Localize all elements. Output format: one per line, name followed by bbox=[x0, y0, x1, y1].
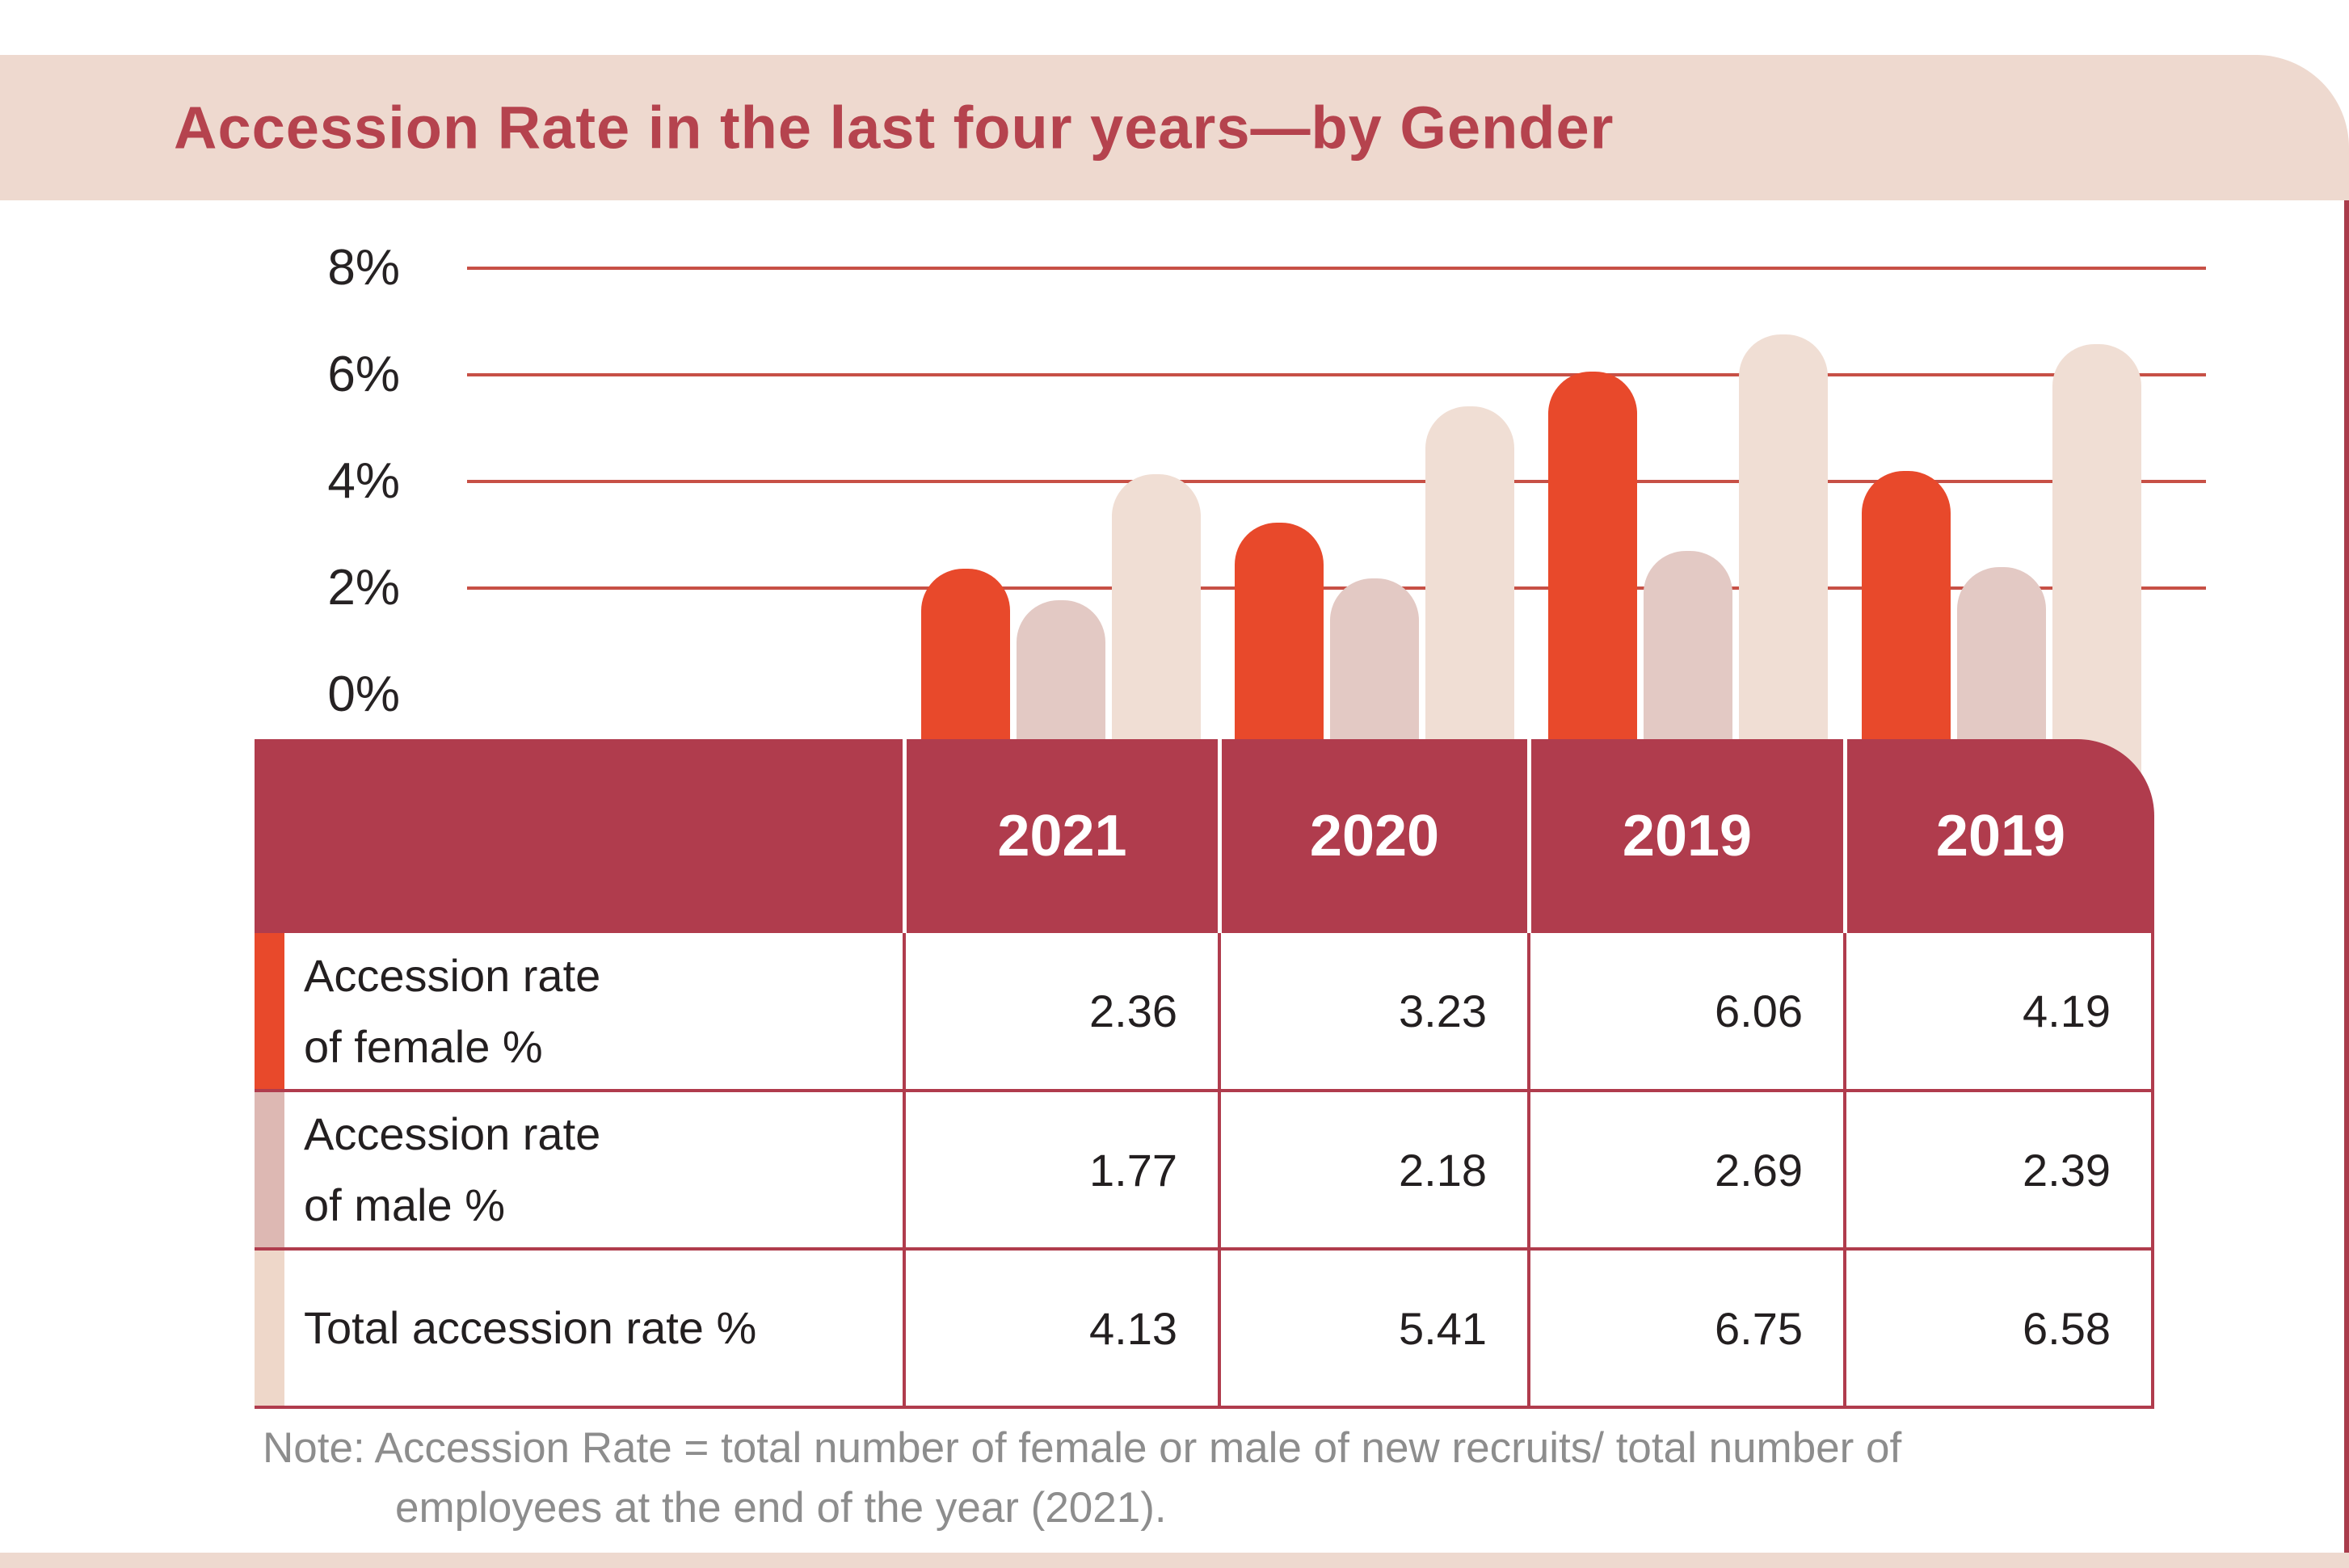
row-color-tab-total bbox=[255, 1251, 284, 1406]
table-header-2020: 2020 bbox=[1218, 739, 1527, 933]
row-label-female: Accession rate of female % bbox=[284, 933, 903, 1089]
cell-total-2020: 5.41 bbox=[1218, 1251, 1527, 1406]
y-axis-tick-4: 4% bbox=[327, 453, 400, 509]
y-axis-tick-0: 0% bbox=[327, 666, 400, 722]
title-band: Accession Rate in the last four years—by… bbox=[0, 55, 2349, 200]
cell-female-2019a: 6.06 bbox=[1527, 933, 1843, 1089]
bottom-band bbox=[0, 1553, 2349, 1568]
cell-total-2021: 4.13 bbox=[903, 1251, 1218, 1406]
table-header-2019a: 2019 bbox=[1527, 739, 1843, 933]
cell-male-2020: 2.18 bbox=[1218, 1092, 1527, 1247]
bar-chart bbox=[921, 334, 2141, 844]
row-color-tab-female bbox=[255, 933, 284, 1089]
data-table: 2021 2020 2019 2019 Accession rate of fe… bbox=[255, 739, 2154, 1409]
cell-male-2021: 1.77 bbox=[903, 1092, 1218, 1247]
y-axis-tick-6: 6% bbox=[327, 347, 400, 402]
row-label-total: Total accession rate % bbox=[284, 1251, 903, 1406]
footnote-line1: Note: Accession Rate = total number of f… bbox=[263, 1424, 1902, 1472]
cell-female-2020: 3.23 bbox=[1218, 933, 1527, 1089]
y-axis-tick-8: 8% bbox=[327, 240, 400, 296]
y-axis-tick-2: 2% bbox=[327, 560, 400, 616]
table-header-2019b: 2019 bbox=[1843, 739, 2154, 933]
cell-female-2021: 2.36 bbox=[903, 933, 1218, 1089]
gridline-2pct bbox=[467, 586, 2206, 590]
gridline-6pct bbox=[467, 373, 2206, 376]
cell-female-2019b: 4.19 bbox=[1843, 933, 2154, 1089]
table-row-female: Accession rate of female % 2.36 3.23 6.0… bbox=[255, 933, 2154, 1092]
row-label-line1: Accession rate bbox=[304, 1108, 601, 1159]
table-header-spacer bbox=[255, 739, 903, 933]
gridline-4pct bbox=[467, 480, 2206, 483]
table-row-total: Total accession rate % 4.13 5.41 6.75 6.… bbox=[255, 1251, 2154, 1409]
right-edge-trim bbox=[2344, 200, 2349, 1553]
table-body: Accession rate of female % 2.36 3.23 6.0… bbox=[255, 933, 2154, 1409]
cell-male-2019b: 2.39 bbox=[1843, 1092, 2154, 1247]
cell-male-2019a: 2.69 bbox=[1527, 1092, 1843, 1247]
row-label-male: Accession rate of male % bbox=[284, 1092, 903, 1247]
row-label-line1: Total accession rate % bbox=[304, 1302, 757, 1353]
row-color-tab-male bbox=[255, 1092, 284, 1247]
footnote-line2: employees at the end of the year (2021). bbox=[395, 1484, 1167, 1532]
table-row-male: Accession rate of male % 1.77 2.18 2.69 … bbox=[255, 1092, 2154, 1251]
page-title: Accession Rate in the last four years—by… bbox=[174, 94, 1614, 162]
table-header-2021: 2021 bbox=[903, 739, 1218, 933]
table-header-row: 2021 2020 2019 2019 bbox=[255, 739, 2154, 933]
row-label-line2: of female % bbox=[304, 1020, 543, 1072]
cell-total-2019b: 6.58 bbox=[1843, 1251, 2154, 1406]
cell-total-2019a: 6.75 bbox=[1527, 1251, 1843, 1406]
gridline-8pct bbox=[467, 267, 2206, 270]
row-label-line2: of male % bbox=[304, 1179, 505, 1230]
row-label-line1: Accession rate bbox=[304, 949, 601, 1001]
